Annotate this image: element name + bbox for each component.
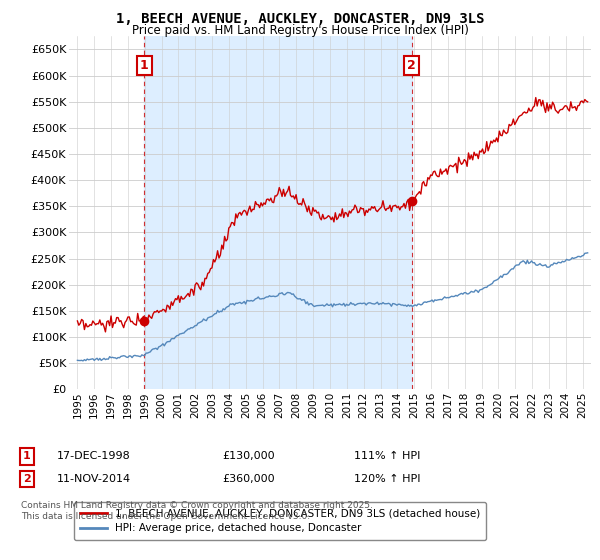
Text: 111% ↑ HPI: 111% ↑ HPI [354,451,421,461]
Text: 17-DEC-1998: 17-DEC-1998 [57,451,131,461]
Text: 1: 1 [140,59,148,72]
Text: £360,000: £360,000 [222,474,275,484]
Text: Contains HM Land Registry data © Crown copyright and database right 2025.
This d: Contains HM Land Registry data © Crown c… [21,501,373,521]
Text: 1, BEECH AVENUE, AUCKLEY, DONCASTER, DN9 3LS: 1, BEECH AVENUE, AUCKLEY, DONCASTER, DN9… [116,12,484,26]
Text: 120% ↑ HPI: 120% ↑ HPI [354,474,421,484]
Text: Price paid vs. HM Land Registry's House Price Index (HPI): Price paid vs. HM Land Registry's House … [131,24,469,36]
Text: 1: 1 [23,451,31,461]
Text: 2: 2 [407,59,416,72]
Bar [144,36,412,389]
Text: 11-NOV-2014: 11-NOV-2014 [57,474,131,484]
Legend: 1, BEECH AVENUE, AUCKLEY, DONCASTER, DN9 3LS (detached house), HPI: Average pric: 1, BEECH AVENUE, AUCKLEY, DONCASTER, DN9… [74,502,487,540]
Text: £130,000: £130,000 [222,451,275,461]
Text: 2: 2 [23,474,31,484]
